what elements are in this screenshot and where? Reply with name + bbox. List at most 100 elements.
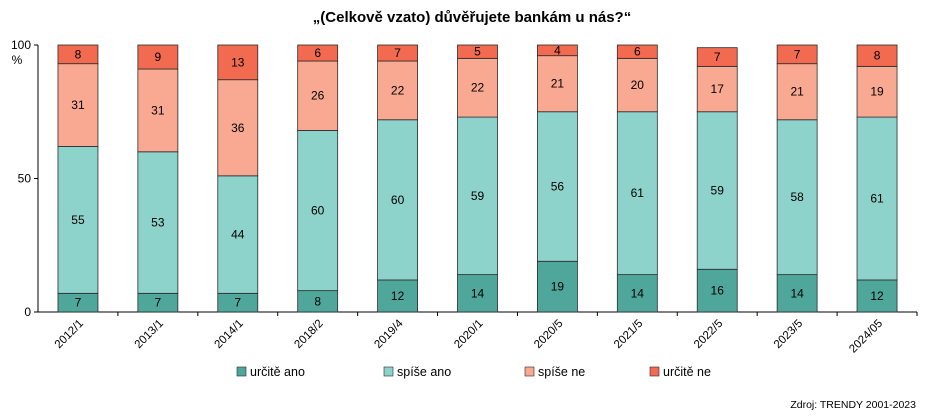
bar-segment: [856, 279, 898, 313]
bar-segment: [776, 44, 818, 65]
data-label: 31: [151, 103, 165, 117]
bar-segment: [297, 130, 339, 292]
bar-segment: [776, 63, 818, 121]
data-label: 60: [391, 193, 405, 207]
data-label: 7: [394, 46, 401, 60]
bar-segment: [137, 151, 179, 294]
legend-swatch: [524, 366, 535, 377]
data-label: 16: [711, 284, 725, 298]
data-label: 59: [711, 184, 725, 198]
bar-segment: [457, 44, 498, 59]
data-label: 19: [870, 85, 884, 99]
legend-label: spíše ano: [397, 365, 451, 379]
bar-segment: [616, 274, 658, 313]
bar-segment: [137, 68, 179, 153]
bar-segment: [696, 111, 738, 270]
bar-segment: [537, 111, 578, 262]
source-note: Zdroj: TRENDY 2001-2023: [790, 399, 916, 411]
data-label: 44: [231, 228, 245, 242]
data-label: 22: [391, 83, 405, 97]
data-label: 21: [790, 85, 804, 99]
chart-title: „(Celkově vzato) důvěřujete bankám u nás…: [313, 9, 631, 26]
data-label: 31: [71, 98, 85, 112]
bar-segment: [616, 44, 658, 59]
data-label: 8: [874, 49, 881, 63]
data-label: 14: [471, 286, 485, 300]
data-label: 4: [554, 43, 561, 57]
data-label: 7: [75, 296, 82, 310]
data-label: 56: [551, 180, 565, 194]
bar-segment: [776, 274, 818, 313]
data-label: 19: [551, 280, 565, 294]
bar-segment: [457, 274, 498, 313]
data-label: 53: [151, 216, 165, 230]
data-label: 59: [471, 189, 485, 203]
data-label: 26: [311, 89, 325, 103]
bar-segment: [457, 57, 498, 118]
bar-segment: [297, 44, 339, 62]
x-tick-label: 2020/1: [452, 318, 485, 351]
data-label: 12: [391, 289, 405, 303]
y-tick-label: 0: [24, 305, 31, 319]
data-label: 6: [314, 46, 321, 60]
x-tick-label: 2019/4: [372, 317, 406, 351]
bar-segment: [537, 44, 578, 57]
y-tick-label: 100: [11, 38, 31, 52]
bar-segment: [776, 119, 818, 276]
bar-segment: [377, 44, 418, 62]
bar-segment: [57, 146, 99, 294]
data-label: 7: [234, 296, 241, 310]
data-label: 7: [155, 296, 162, 310]
data-label: 8: [314, 294, 321, 308]
data-label: 20: [631, 78, 645, 92]
x-tick-label: 2020/5: [532, 318, 565, 351]
data-label: 12: [870, 289, 884, 303]
data-label: 8: [75, 47, 82, 61]
bar-segment: [377, 279, 418, 313]
data-label: 61: [870, 192, 884, 206]
bar-segment: [616, 111, 658, 276]
bar-segment: [537, 260, 578, 313]
x-tick-label: 2021/5: [612, 318, 645, 351]
bar-segment: [696, 47, 738, 67]
data-label: 6: [634, 45, 641, 59]
legend-swatch: [236, 366, 247, 377]
x-tick-label: 2022/5: [692, 318, 725, 351]
data-label: 17: [711, 82, 725, 96]
legend-label: určitě ne: [663, 365, 711, 379]
legend-label: určitě ano: [250, 365, 305, 379]
bar-segment: [57, 63, 99, 147]
bar-segment: [856, 44, 898, 67]
bar-segment: [377, 60, 418, 121]
x-tick-label: 2023/5: [772, 318, 805, 351]
y-tick-label: 50: [18, 172, 32, 186]
legend-swatch: [383, 366, 394, 377]
legend-label: spíše ne: [538, 365, 585, 379]
legend: určitě ano spíše ano spíše ne určitě ne: [236, 365, 711, 379]
data-label: 13: [231, 55, 245, 69]
x-tick-label: 2014/1: [213, 318, 246, 351]
bar-segment: [457, 116, 498, 276]
bar-segment: [537, 55, 578, 113]
x-tick-label: 2018/2: [292, 318, 325, 351]
data-label: 36: [231, 121, 245, 135]
data-label: 61: [631, 186, 645, 200]
bar-segment: [856, 65, 898, 118]
data-label: 60: [311, 204, 325, 218]
legend-swatch: [649, 366, 660, 377]
bar-segment: [217, 175, 259, 294]
data-label: 55: [71, 213, 85, 227]
bar-segment: [57, 44, 99, 65]
data-label: 7: [794, 47, 801, 61]
data-label: 9: [155, 50, 162, 64]
bar-segment: [217, 79, 259, 177]
data-label: 58: [790, 190, 804, 204]
data-label: 14: [790, 286, 804, 300]
bar-segment: [297, 60, 339, 131]
x-tick-label: 2013/1: [133, 318, 166, 351]
data-label: 7: [714, 50, 721, 64]
y-axis-label: %: [12, 53, 23, 67]
data-label: 21: [551, 77, 565, 91]
x-tick-label: 2012/1: [53, 318, 86, 351]
